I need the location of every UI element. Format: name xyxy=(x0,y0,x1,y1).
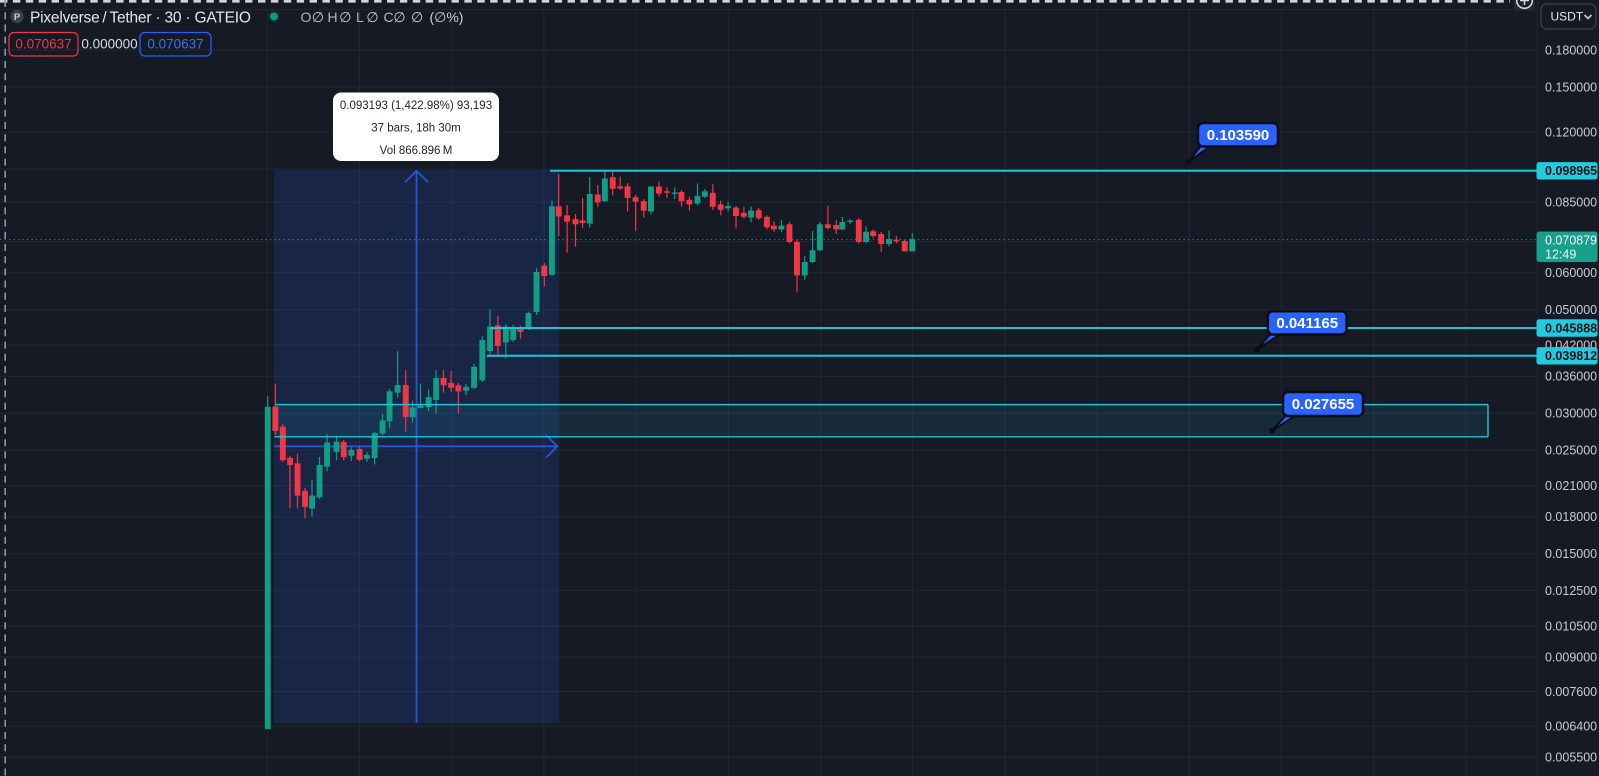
svg-text:P: P xyxy=(14,12,21,23)
svg-text:0.093193 (1,422.98%) 93,193: 0.093193 (1,422.98%) 93,193 xyxy=(340,100,492,112)
svg-text:0.015000: 0.015000 xyxy=(1545,547,1597,561)
svg-text:0.070879: 0.070879 xyxy=(1545,234,1597,248)
svg-text:0.060000: 0.060000 xyxy=(1545,266,1597,280)
svg-text:C: C xyxy=(384,9,394,25)
svg-text:0.120000: 0.120000 xyxy=(1545,126,1597,140)
svg-text:O: O xyxy=(301,9,312,25)
svg-text:0.070637: 0.070637 xyxy=(147,37,203,52)
svg-text:∅: ∅ xyxy=(366,9,378,25)
svg-text:0.045888: 0.045888 xyxy=(1545,321,1597,335)
svg-text:0.018000: 0.018000 xyxy=(1545,510,1597,524)
svg-text:0.021000: 0.021000 xyxy=(1545,479,1597,493)
svg-text:0.036000: 0.036000 xyxy=(1545,370,1597,384)
svg-text:0.012500: 0.012500 xyxy=(1545,584,1597,598)
svg-text:0.150000: 0.150000 xyxy=(1545,80,1597,94)
svg-text:0.085000: 0.085000 xyxy=(1545,195,1597,209)
svg-text:∅: ∅ xyxy=(339,9,351,25)
svg-text:37 bars, 18h 30m: 37 bars, 18h 30m xyxy=(371,123,461,135)
svg-text:0.010500: 0.010500 xyxy=(1545,619,1597,633)
svg-text:0.025000: 0.025000 xyxy=(1545,443,1597,457)
svg-text:0.098965: 0.098965 xyxy=(1545,164,1597,178)
svg-text:0.041165: 0.041165 xyxy=(1276,315,1338,332)
svg-text:0.005500: 0.005500 xyxy=(1545,750,1597,764)
svg-text:0.180000: 0.180000 xyxy=(1545,43,1597,57)
svg-text:0.103590: 0.103590 xyxy=(1207,127,1270,144)
svg-text:0.006400: 0.006400 xyxy=(1545,720,1597,734)
svg-text:0.030000: 0.030000 xyxy=(1545,407,1597,421)
svg-text:12:49: 12:49 xyxy=(1545,248,1576,262)
svg-text:∅: ∅ xyxy=(411,9,423,25)
svg-text:0.000000: 0.000000 xyxy=(81,37,137,52)
svg-text:0.027655: 0.027655 xyxy=(1292,396,1355,413)
svg-text:Pixelverse / Tether · 30 · GAT: Pixelverse / Tether · 30 · GATEIO xyxy=(30,10,251,27)
svg-text:L: L xyxy=(356,9,364,25)
svg-text:0.039812: 0.039812 xyxy=(1545,349,1597,363)
svg-text:H: H xyxy=(328,9,338,25)
svg-text:0.009000: 0.009000 xyxy=(1545,651,1597,665)
svg-text:∅: ∅ xyxy=(312,9,324,25)
svg-text:(∅%): (∅%) xyxy=(430,9,464,25)
svg-text:∅: ∅ xyxy=(393,9,405,25)
svg-text:USDT: USDT xyxy=(1551,10,1584,24)
svg-text:0.007600: 0.007600 xyxy=(1545,685,1597,699)
svg-text:0.070637: 0.070637 xyxy=(15,37,71,52)
svg-text:0.050000: 0.050000 xyxy=(1545,303,1597,317)
svg-text:Vol 866.896 M: Vol 866.896 M xyxy=(380,145,453,157)
